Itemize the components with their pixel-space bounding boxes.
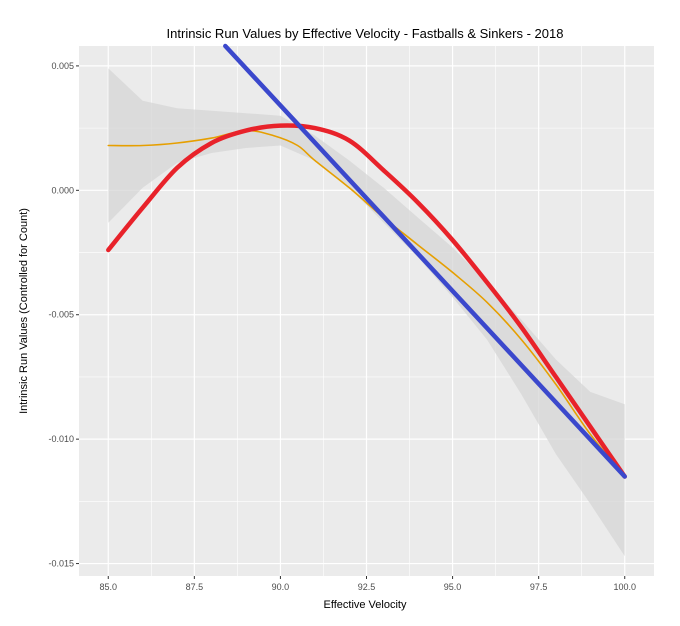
series-line-quadratic xyxy=(106,123,627,479)
x-tick-label: 97.5 xyxy=(530,582,548,592)
x-tick-label: 87.5 xyxy=(186,582,204,592)
y-axis-label: Intrinsic Run Values (Controlled for Cou… xyxy=(18,208,30,414)
series-line-smooth xyxy=(107,129,626,478)
confidence-band-area xyxy=(108,68,625,557)
y-axis-ticks: -0.015 -0.010 -0.005 0.000 0.005 xyxy=(48,61,79,569)
y-tick-label: -0.015 xyxy=(48,559,74,569)
x-axis-ticks: 85.0 87.5 90.0 92.5 95.0 97.5 100.0 xyxy=(100,576,636,592)
y-tick-label: 0.000 xyxy=(51,185,74,195)
series-line-linear xyxy=(223,43,627,479)
y-tick-label: 0.005 xyxy=(51,61,74,71)
x-tick-label: 85.0 xyxy=(100,582,118,592)
y-tick-label: -0.010 xyxy=(48,434,74,444)
x-tick-label: 92.5 xyxy=(358,582,376,592)
x-axis-label: Effective Velocity xyxy=(324,599,407,611)
x-tick-label: 100.0 xyxy=(613,582,636,592)
confidence-band xyxy=(108,68,625,557)
y-tick-label: -0.005 xyxy=(48,310,74,320)
chart-title: Intrinsic Run Values by Effective Veloci… xyxy=(167,26,564,41)
x-tick-label: 95.0 xyxy=(444,582,462,592)
x-tick-label: 90.0 xyxy=(272,582,290,592)
series-layer xyxy=(106,43,627,479)
